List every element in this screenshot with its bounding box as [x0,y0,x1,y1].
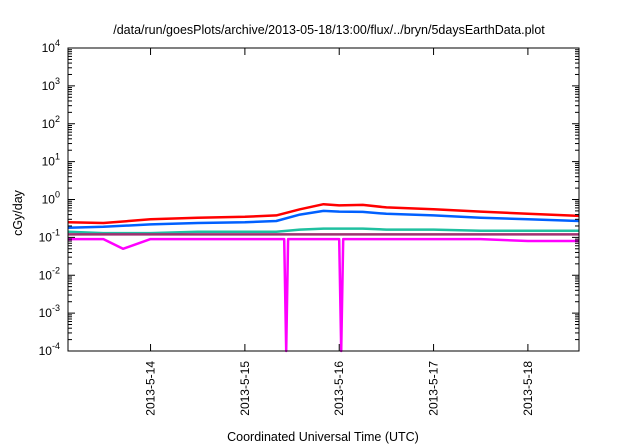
series-line-5 [68,237,579,353]
x-tick-label: 2013-5-16 [332,361,346,416]
x-tick-label: 2013-5-17 [427,361,441,416]
x-tick-label: 2013-5-18 [521,361,535,416]
series-line-1 [67,202,580,225]
y-tick-label: 10-2 [39,265,60,282]
y-axis: 10-4 10-3 10-2 10-1 100 101 102 103 104 [39,38,579,358]
y-tick-label: 102 [42,114,60,131]
y-axis-label: cGy/day [11,189,25,236]
chart-title: /data/run/goesPlots/archive/2013-05-18/1… [113,23,545,37]
y-tick-label: 101 [42,152,60,169]
x-axis-label: Coordinated Universal Time (UTC) [227,430,419,444]
plot-frame [67,47,580,352]
x-axis: 2013-5-14 2013-5-15 2013-5-16 2013-5-17 2013… [144,48,535,416]
y-tick-label: 100 [42,190,60,207]
x-tick-label: 2013-5-14 [144,361,158,416]
plot-series [67,202,580,353]
y-tick-label: 103 [42,76,60,93]
series-line-2 [67,209,580,229]
y-tick-label: 10-3 [39,303,60,320]
series-line-3 [67,227,579,235]
y-tick-label: 10-1 [39,227,60,244]
y-tick-label: 10-4 [39,341,60,358]
x-tick-label: 2013-5-15 [238,361,252,416]
y-tick-label: 104 [42,38,60,55]
